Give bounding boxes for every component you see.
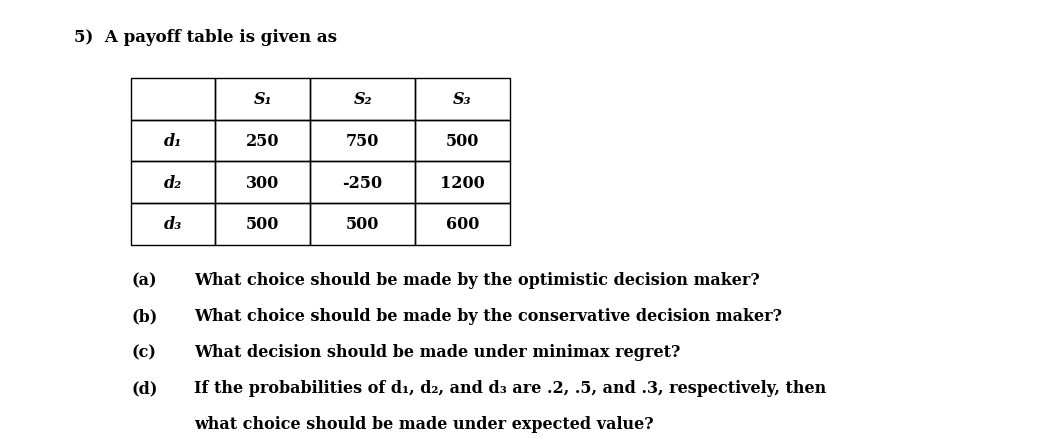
Text: S₃: S₃ <box>453 91 472 108</box>
Text: d₃: d₃ <box>164 216 183 233</box>
Text: 500: 500 <box>346 216 379 233</box>
Bar <box>310 79 415 120</box>
Text: what choice should be made under expected value?: what choice should be made under expecte… <box>194 415 654 432</box>
Text: (c): (c) <box>131 343 157 360</box>
Text: d₂: d₂ <box>164 174 183 191</box>
Text: What decision should be made under minimax regret?: What decision should be made under minim… <box>194 343 681 360</box>
Bar <box>131 79 215 120</box>
Bar <box>415 120 510 162</box>
Text: S₁: S₁ <box>253 91 272 108</box>
Bar <box>131 162 215 204</box>
Text: 600: 600 <box>446 216 479 233</box>
Bar <box>131 120 215 162</box>
Text: 250: 250 <box>246 133 280 150</box>
Text: d₁: d₁ <box>164 133 183 150</box>
Text: 5)  A payoff table is given as: 5) A payoff table is given as <box>74 28 336 46</box>
Bar <box>415 162 510 204</box>
Text: S₂: S₂ <box>353 91 372 108</box>
Text: (d): (d) <box>131 379 158 396</box>
Text: (a): (a) <box>131 272 157 289</box>
Bar <box>215 162 310 204</box>
Text: If the probabilities of d₁, d₂, and d₃ are .2, .5, and .3, respectively, then: If the probabilities of d₁, d₂, and d₃ a… <box>194 379 827 396</box>
Text: 300: 300 <box>246 174 280 191</box>
Bar <box>215 204 310 245</box>
Bar <box>415 204 510 245</box>
Bar <box>215 120 310 162</box>
Bar <box>310 120 415 162</box>
Bar <box>310 204 415 245</box>
Text: (b): (b) <box>131 307 158 325</box>
Text: What choice should be made by the conservative decision maker?: What choice should be made by the conser… <box>194 307 782 325</box>
Text: What choice should be made by the optimistic decision maker?: What choice should be made by the optimi… <box>194 272 760 289</box>
Bar <box>131 204 215 245</box>
Bar <box>310 162 415 204</box>
Text: 1200: 1200 <box>440 174 485 191</box>
Text: 500: 500 <box>246 216 280 233</box>
Text: 500: 500 <box>446 133 479 150</box>
Bar <box>415 79 510 120</box>
Text: -250: -250 <box>343 174 383 191</box>
Bar <box>215 79 310 120</box>
Text: 750: 750 <box>346 133 379 150</box>
